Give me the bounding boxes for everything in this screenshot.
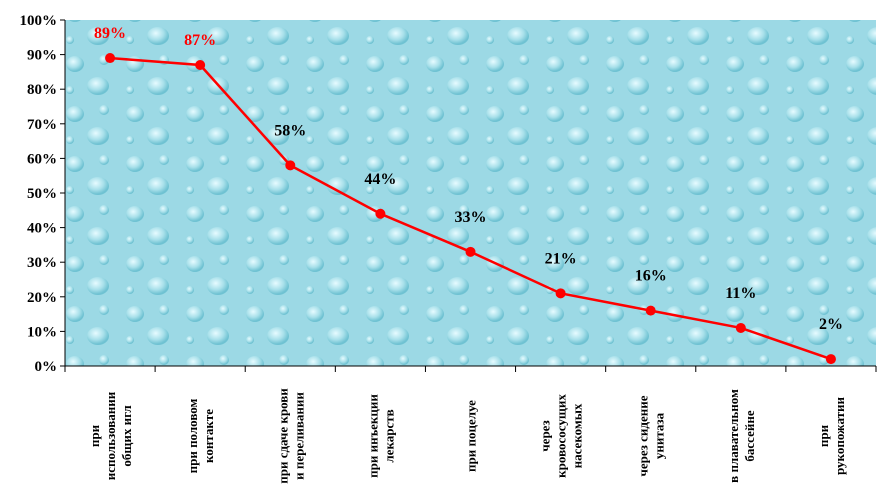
x-tick-label: при поцелуе [464,400,479,472]
data-label: 21% [545,250,577,267]
data-label: 11% [725,285,756,302]
y-tick-label: 10% [27,324,57,340]
x-tick-label-line: и переливании [291,392,306,480]
x-tick-label-line: рукопожатии [832,396,847,475]
x-tick-label-line: кровососущих [554,394,569,478]
data-point [195,59,206,70]
x-tick-label-line: при [816,424,831,447]
y-tick-label: 100% [20,13,58,29]
data-label: 2% [819,316,843,333]
x-tick-label: при половом контакте [185,398,216,473]
x-tick-label-line: при сдаче крови [275,388,290,484]
data-label: 33% [455,209,487,226]
data-point [105,53,116,64]
x-tick-label: через сидение унитаза [636,395,667,476]
y-tick-label: 70% [27,117,57,133]
x-tick-label-line: контакте [201,409,216,463]
y-tick-label: 40% [27,221,57,237]
data-point [735,322,746,333]
y-tick-label: 0% [35,359,58,375]
data-label: 44% [364,171,396,188]
x-tick-label-line: лекарств [381,409,396,462]
y-tick-label: 20% [27,290,57,306]
y-tick-label: 90% [27,48,57,64]
x-tick-label: при рукопожатии [816,396,847,475]
data-point [555,288,566,299]
x-tick-label-line: использовании [103,391,118,480]
data-point [825,354,836,365]
data-label: 87% [184,32,216,49]
x-tick-label: при сдаче крови и переливании [275,388,306,484]
data-label: 16% [635,268,667,285]
x-tick-label-line: при [87,424,102,447]
x-tick-label-line: при поцелуе [464,400,479,472]
x-tick-label-line: бассейне [742,410,757,461]
x-tick-label: при инъекции лекарств [365,394,396,478]
y-tick-label: 50% [27,186,57,202]
data-point [465,246,476,257]
data-label: 58% [274,122,306,139]
x-tick-label-line: унитаза [652,412,667,459]
data-point [285,160,296,171]
x-tick-label-line: при половом [185,398,200,473]
x-tick-label-line: при инъекции [365,394,380,478]
y-tick-label: 30% [27,255,57,271]
x-tick-label-line: через сидение [636,395,651,476]
data-point [375,208,386,219]
x-tick-label-line: в плавательном [726,389,741,483]
y-tick-label: 80% [27,82,57,98]
x-tick-label: в плавательном бассейне [726,389,757,483]
data-point [645,305,656,316]
data-label: 89% [94,25,126,42]
y-tick-label: 60% [27,151,57,167]
x-tick-label-line: через [538,420,553,451]
x-tick-label: через кровососущих насекомых [538,394,585,478]
x-tick-label-line: общих игл [119,405,134,466]
x-tick-label: при использовании общих игл [87,391,134,480]
x-tick-label-line: насекомых [570,403,585,468]
plot-area [65,20,876,366]
